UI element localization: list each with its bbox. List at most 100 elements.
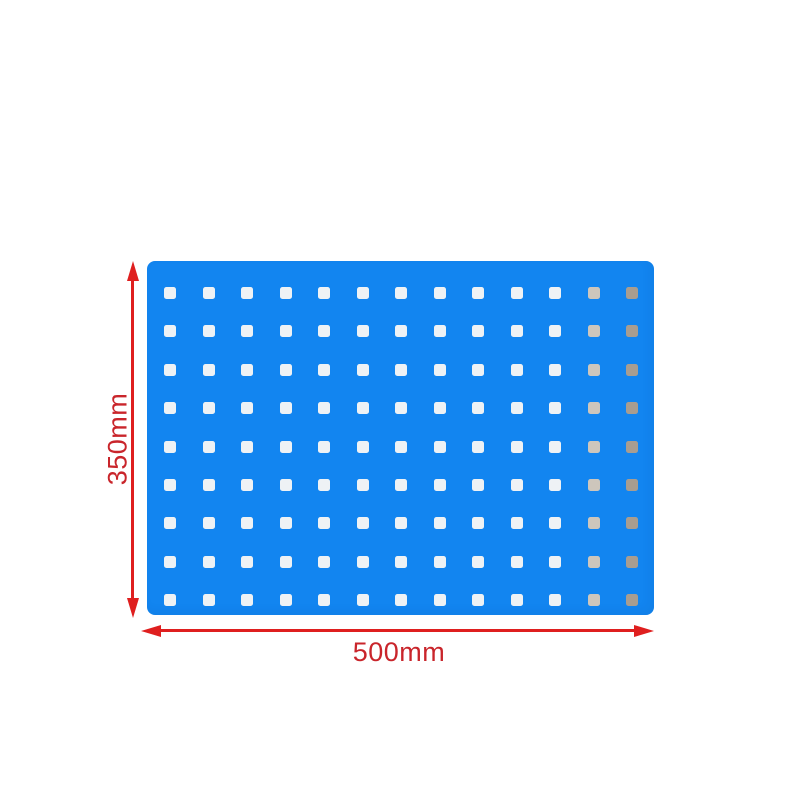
peg-hole — [626, 555, 638, 568]
peg-hole — [279, 363, 292, 376]
peg-hole — [587, 440, 600, 453]
peg-hole — [318, 287, 330, 299]
width-label: 500mm — [352, 637, 446, 667]
peg-hole — [164, 594, 176, 607]
height-dimension — [126, 261, 139, 618]
peg-hole — [549, 325, 561, 338]
peg-hole — [241, 517, 253, 530]
peg-hole — [472, 325, 484, 338]
height-dimension-line — [131, 281, 134, 598]
peg-hole — [510, 325, 523, 338]
peg-hole — [472, 402, 484, 415]
peg-hole — [626, 287, 638, 299]
peg-hole — [164, 287, 176, 299]
peg-hole — [279, 440, 292, 453]
peg-hole — [318, 325, 330, 338]
peg-hole — [587, 478, 600, 491]
peg-hole — [202, 402, 215, 415]
peg-hole — [626, 440, 638, 453]
peg-hole — [472, 363, 484, 376]
peg-hole — [356, 555, 369, 568]
peg-hole — [202, 325, 215, 338]
peg-hole — [279, 478, 292, 491]
arrow-left-icon — [141, 624, 161, 637]
peg-hole — [510, 555, 523, 568]
peg-hole — [164, 363, 176, 376]
pegboard-panel — [147, 261, 654, 615]
peg-hole — [587, 363, 600, 376]
peg-hole — [549, 594, 561, 607]
peg-hole — [626, 594, 638, 607]
peg-hole — [549, 440, 561, 453]
peg-hole — [279, 287, 292, 299]
peg-hole — [510, 402, 523, 415]
peg-hole — [241, 440, 253, 453]
peg-hole — [241, 402, 253, 415]
peg-hole — [549, 287, 561, 299]
peg-hole — [549, 517, 561, 530]
peg-hole — [433, 478, 446, 491]
peg-hole — [626, 363, 638, 376]
peg-hole — [356, 402, 369, 415]
peg-hole — [318, 555, 330, 568]
peg-hole — [510, 440, 523, 453]
peg-hole — [433, 363, 446, 376]
peg-hole — [202, 478, 215, 491]
peg-hole — [510, 287, 523, 299]
height-label: 350mm — [102, 392, 133, 486]
peg-hole — [433, 287, 446, 299]
width-dimension-line — [161, 629, 634, 632]
peg-hole — [510, 478, 523, 491]
peg-hole — [279, 594, 292, 607]
peg-hole — [587, 287, 600, 299]
peg-hole — [472, 594, 484, 607]
peg-hole — [318, 517, 330, 530]
peg-hole — [202, 517, 215, 530]
peg-hole — [318, 440, 330, 453]
peg-hole — [318, 594, 330, 607]
peg-hole — [587, 517, 600, 530]
peg-hole — [356, 594, 369, 607]
peg-hole — [395, 402, 407, 415]
peg-hole — [433, 325, 446, 338]
peg-hole — [510, 594, 523, 607]
peg-hole — [587, 402, 600, 415]
peg-hole — [202, 555, 215, 568]
peg-hole — [587, 325, 600, 338]
peg-hole — [395, 478, 407, 491]
peg-hole — [433, 555, 446, 568]
peg-hole — [241, 287, 253, 299]
peg-hole — [202, 440, 215, 453]
peg-hole — [510, 363, 523, 376]
peg-hole — [318, 402, 330, 415]
peg-hole — [395, 325, 407, 338]
peg-hole — [433, 402, 446, 415]
arrow-up-icon — [126, 261, 139, 281]
peg-hole — [626, 402, 638, 415]
peg-hole — [626, 325, 638, 338]
peg-hole — [279, 402, 292, 415]
width-dimension — [141, 624, 654, 637]
peg-hole — [395, 555, 407, 568]
peg-hole — [433, 594, 446, 607]
peg-hole — [587, 555, 600, 568]
peg-hole — [202, 594, 215, 607]
peg-hole — [241, 363, 253, 376]
peg-hole — [395, 594, 407, 607]
peg-hole — [472, 440, 484, 453]
peg-hole — [241, 594, 253, 607]
peg-hole — [164, 440, 176, 453]
peg-hole — [549, 402, 561, 415]
peg-hole — [549, 363, 561, 376]
peg-hole — [472, 287, 484, 299]
peg-hole — [472, 555, 484, 568]
peg-hole — [356, 287, 369, 299]
peg-hole — [356, 517, 369, 530]
peg-hole — [510, 517, 523, 530]
peg-hole — [395, 287, 407, 299]
peg-hole — [318, 478, 330, 491]
peg-hole — [279, 517, 292, 530]
peg-hole — [356, 478, 369, 491]
peg-hole — [433, 517, 446, 530]
